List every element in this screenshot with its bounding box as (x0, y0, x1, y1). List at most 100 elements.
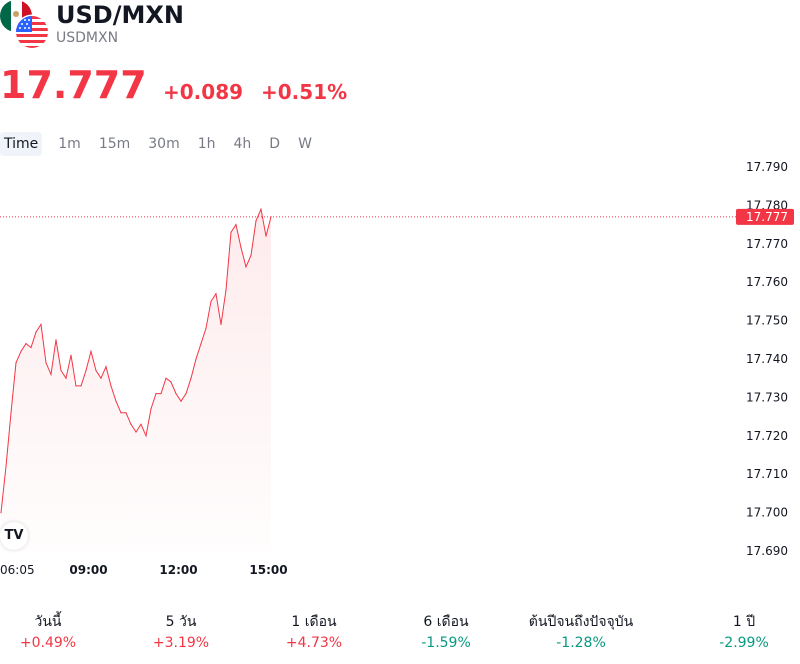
data-point (265, 235, 267, 237)
performance-value: -1.59% (421, 635, 471, 651)
current-price: 17.777 (0, 63, 147, 107)
data-point (90, 350, 92, 352)
x-tick-label: 06:05 (0, 563, 35, 577)
data-point (210, 300, 212, 302)
y-tick-label: 17.700 (746, 506, 788, 520)
tab-w[interactable]: W (298, 136, 312, 152)
data-point (95, 369, 97, 372)
data-point (35, 331, 37, 333)
data-point (140, 423, 142, 425)
x-axis: 06:05 09:00 12:00 15:00 (0, 563, 288, 577)
price-chart[interactable]: 17.690 17.700 17.710 17.720 17.730 17.740 17.7… (0, 156, 800, 586)
tab-15m[interactable]: 15m (98, 136, 131, 152)
data-point (10, 412, 12, 414)
data-point (240, 247, 242, 249)
y-tick-label: 17.740 (746, 352, 788, 366)
y-tick-label: 17.690 (746, 544, 788, 558)
data-point (215, 293, 217, 295)
y-tick-label: 17.730 (746, 390, 788, 404)
tab-4h[interactable]: 4h (233, 136, 252, 152)
currency-flags (0, 0, 50, 50)
performance-period-label: 5 วัน (165, 614, 197, 630)
data-point (200, 343, 202, 345)
tab-d[interactable]: D (269, 136, 281, 152)
x-tick-label: 12:00 (159, 563, 197, 577)
price-change: +0.089 (163, 80, 244, 104)
data-point (250, 254, 252, 256)
tab-30m[interactable]: 30m (148, 136, 180, 152)
data-point (160, 393, 162, 395)
performance-period-label: วันนี้ (34, 614, 62, 630)
performance-value: -2.99% (719, 635, 769, 651)
data-point (180, 400, 182, 402)
data-point (80, 385, 82, 387)
data-point (260, 208, 262, 210)
y-tick-label: 17.750 (746, 314, 788, 328)
data-point (205, 327, 207, 329)
performance-item[interactable]: 6 เดือน -1.59% (386, 612, 506, 654)
data-point (40, 323, 42, 325)
performance-period-label: 1 ปี (732, 614, 756, 630)
x-tick-label: 09:00 (69, 563, 107, 577)
data-point (165, 377, 167, 379)
data-point (130, 423, 132, 425)
performance-item[interactable]: ต้นปีจนถึงปัจจุบัน -1.28% (521, 612, 641, 654)
data-point (185, 393, 187, 395)
data-point (50, 373, 52, 375)
data-point (85, 369, 87, 372)
data-point (150, 408, 152, 410)
data-point (255, 220, 257, 222)
performance-period-label: 6 เดือน (423, 614, 469, 630)
last-price-badge (736, 208, 794, 225)
pair-symbol: USDMXN (56, 30, 119, 46)
performance-item[interactable]: วันนี้ +0.49% (0, 612, 108, 654)
performance-value: +0.49% (19, 635, 77, 651)
tab-time[interactable]: Time (0, 132, 43, 156)
data-point (70, 354, 72, 356)
data-point (30, 346, 32, 349)
performance-period-label: ต้นปีจนถึงปัจจุบัน (528, 614, 634, 630)
area-fill (1, 209, 271, 551)
last-price-label-group: 17.777 (736, 208, 794, 225)
y-axis: 17.690 17.700 17.710 17.720 17.730 17.740 17.7… (746, 160, 788, 558)
data-point (135, 431, 137, 433)
tradingview-logo: TV (0, 522, 28, 550)
tab-1m[interactable]: 1m (58, 136, 81, 152)
data-point (45, 362, 47, 364)
data-point (125, 412, 127, 414)
data-point (20, 350, 22, 352)
performance-item[interactable]: 1 เดือน +4.73% (254, 612, 374, 654)
data-point (190, 377, 192, 379)
y-tick-label: 17.720 (746, 429, 788, 443)
data-point (230, 231, 232, 233)
data-point (0, 512, 2, 514)
data-point (60, 369, 62, 372)
data-point (75, 385, 77, 387)
chart-area-fill (1, 209, 271, 551)
data-point (145, 435, 147, 437)
performance-value: +4.73% (285, 635, 343, 651)
data-point (175, 393, 177, 395)
usa-flag-icon (14, 14, 50, 50)
data-point (225, 289, 227, 291)
data-point (245, 266, 247, 268)
data-point (105, 366, 107, 368)
y-tick-label: 17.780 (746, 198, 788, 212)
tab-1h[interactable]: 1h (197, 136, 216, 152)
performance-item[interactable]: 1 ปี -2.99% (684, 612, 800, 654)
data-point (25, 343, 27, 345)
data-point (5, 465, 7, 468)
performance-period-label: 1 เดือน (291, 614, 337, 630)
performance-item[interactable]: 5 วัน +3.19% (121, 612, 241, 654)
performance-value: +3.19% (152, 635, 210, 651)
pair-title: USD/MXN (56, 1, 184, 29)
y-tick-label: 17.760 (746, 275, 788, 289)
last-price-label: 17.777 (746, 210, 788, 224)
data-point (195, 358, 197, 360)
price-change-percent: +0.51% (261, 80, 348, 104)
y-tick-label: 17.770 (746, 237, 788, 251)
performance-value: -1.28% (556, 635, 606, 651)
data-point (220, 323, 222, 325)
data-point (235, 224, 237, 226)
data-point (15, 362, 17, 364)
